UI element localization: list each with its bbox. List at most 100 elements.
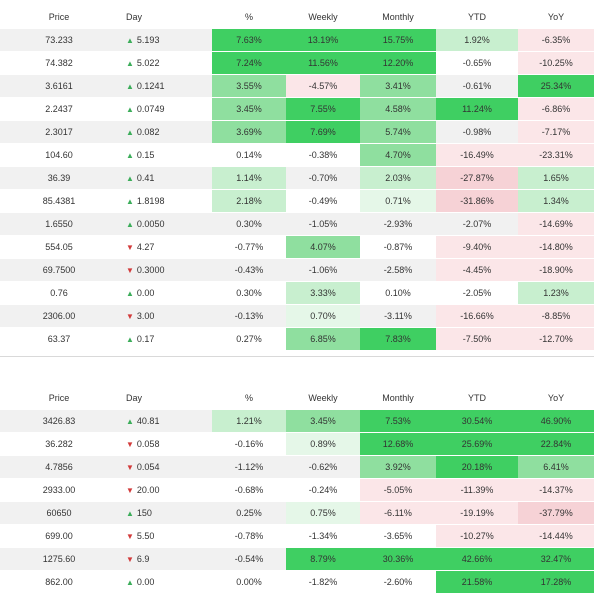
column-header-yoy: YoY [547, 393, 565, 403]
day-change-value: 20.00 [136, 485, 160, 495]
yoy-cell: -14.44% [518, 524, 594, 548]
weekly-cell: 3.45% [286, 409, 360, 433]
triangle-down-icon: ▼ [126, 312, 134, 321]
day-change-value: 0.1241 [136, 81, 165, 91]
weekly-cell: 8.79% [286, 547, 360, 571]
price-cell: 699.00 [0, 524, 118, 548]
monthly-cell: 0.71% [360, 189, 436, 213]
day-change-value: 5.193 [136, 35, 160, 45]
yoy-cell: 1.34% [518, 189, 594, 213]
ytd-cell: -0.65% [436, 51, 518, 75]
day-change-value: 5.50 [136, 531, 155, 541]
day-change-cell: ▼ 20.00 [118, 478, 212, 502]
price-cell: 104.60 [0, 143, 118, 167]
table-row: 73.233 ▲ 5.193 7.63% 13.19% 15.75% 1.92% -6.35% [0, 28, 594, 52]
market-table-1: Price Day % Weekly Monthly YTD YoY 73.23… [0, 6, 594, 350]
yoy-cell: 17.28% [518, 570, 594, 593]
percent-cell: -0.54% [212, 547, 286, 571]
triangle-up-icon: ▲ [126, 59, 134, 68]
table-row: 3426.83 ▲ 40.81 1.21% 3.45% 7.53% 30.54% 46.90% [0, 409, 594, 433]
price-cell: 73.233 [0, 28, 118, 52]
triangle-up-icon: ▲ [126, 417, 134, 426]
monthly-cell: 5.74% [360, 120, 436, 144]
weekly-cell: 7.69% [286, 120, 360, 144]
ytd-cell: -0.61% [436, 74, 518, 98]
column-header-price: Price [48, 12, 70, 22]
monthly-cell: -2.58% [360, 258, 436, 282]
ytd-cell: -10.27% [436, 524, 518, 548]
percent-cell: 0.14% [212, 143, 286, 167]
ytd-cell: 42.66% [436, 547, 518, 571]
day-change-value: 0.058 [136, 439, 160, 449]
ytd-cell: -16.49% [436, 143, 518, 167]
day-change-value: 0.15 [136, 150, 155, 160]
day-change-value: 1.8198 [136, 196, 165, 206]
yoy-cell: 22.84% [518, 432, 594, 456]
table-row: 1.6550 ▲ 0.0050 0.30% -1.05% -2.93% -2.07% -14.… [0, 212, 594, 236]
monthly-cell: 0.10% [360, 281, 436, 305]
column-header-ytd: YTD [468, 12, 486, 22]
weekly-cell: 13.19% [286, 28, 360, 52]
yoy-cell: -37.79% [518, 501, 594, 525]
yoy-cell: 6.41% [518, 455, 594, 479]
day-change-cell: ▲ 0.41 [118, 166, 212, 190]
triangle-up-icon: ▲ [126, 36, 134, 45]
price-cell: 3.6161 [0, 74, 118, 98]
triangle-up-icon: ▲ [126, 82, 134, 91]
day-change-cell: ▲ 0.00 [118, 281, 212, 305]
day-change-cell: ▼ 5.50 [118, 524, 212, 548]
table-row: 63.37 ▲ 0.17 0.27% 6.85% 7.83% -7.50% -12.70% [0, 327, 594, 350]
ytd-cell: -11.39% [436, 478, 518, 502]
yoy-cell: 1.65% [518, 166, 594, 190]
yoy-cell: -23.31% [518, 143, 594, 167]
price-cell: 85.4381 [0, 189, 118, 213]
percent-cell: 7.63% [212, 28, 286, 52]
price-cell: 60650 [0, 501, 118, 525]
weekly-cell: -4.57% [286, 74, 360, 98]
yoy-cell: -14.37% [518, 478, 594, 502]
day-change-value: 0.17 [136, 334, 155, 344]
percent-cell: -0.68% [212, 478, 286, 502]
yoy-cell: -6.35% [518, 28, 594, 52]
monthly-cell: 12.20% [360, 51, 436, 75]
yoy-cell: -12.70% [518, 327, 594, 350]
day-change-cell: ▲ 40.81 [118, 409, 212, 433]
table-row: 4.7856 ▼ 0.054 -1.12% -0.62% 3.92% 20.18% 6.41% [0, 455, 594, 479]
weekly-cell: 7.55% [286, 97, 360, 121]
price-cell: 1.6550 [0, 212, 118, 236]
ytd-cell: -27.87% [436, 166, 518, 190]
price-cell: 69.7500 [0, 258, 118, 282]
table-row: 2.2437 ▲ 0.0749 3.45% 7.55% 4.58% 11.24% -6.86% [0, 97, 594, 121]
ytd-cell: -31.86% [436, 189, 518, 213]
weekly-cell: -1.82% [286, 570, 360, 593]
day-change-cell: ▼ 3.00 [118, 304, 212, 328]
weekly-cell: -1.05% [286, 212, 360, 236]
day-change-cell: ▲ 0.0050 [118, 212, 212, 236]
day-change-cell: ▲ 5.193 [118, 28, 212, 52]
column-header-percent: % [244, 12, 253, 22]
table-divider [0, 356, 594, 357]
price-cell: 2306.00 [0, 304, 118, 328]
triangle-up-icon: ▲ [126, 151, 134, 160]
day-change-cell: ▼ 0.3000 [118, 258, 212, 282]
day-change-value: 0.41 [136, 173, 155, 183]
column-header-weekly: Weekly [308, 12, 338, 22]
percent-cell: 7.24% [212, 51, 286, 75]
table-row: 2.3017 ▲ 0.082 3.69% 7.69% 5.74% -0.98% -7.17% [0, 120, 594, 144]
monthly-cell: 2.03% [360, 166, 436, 190]
ytd-cell: 21.58% [436, 570, 518, 593]
price-cell: 63.37 [0, 327, 118, 350]
percent-cell: -0.43% [212, 258, 286, 282]
yoy-cell: -10.25% [518, 51, 594, 75]
price-cell: 74.382 [0, 51, 118, 75]
ytd-cell: -9.40% [436, 235, 518, 259]
table-row: 2933.00 ▼ 20.00 -0.68% -0.24% -5.05% -11.39% -1… [0, 478, 594, 502]
monthly-cell: 4.58% [360, 97, 436, 121]
monthly-cell: -6.11% [360, 501, 436, 525]
monthly-cell: 30.36% [360, 547, 436, 571]
column-header-day: Day [126, 12, 143, 22]
day-change-cell: ▲ 0.00 [118, 570, 212, 593]
percent-cell: -0.78% [212, 524, 286, 548]
ytd-cell: 11.24% [436, 97, 518, 121]
price-cell: 36.282 [0, 432, 118, 456]
